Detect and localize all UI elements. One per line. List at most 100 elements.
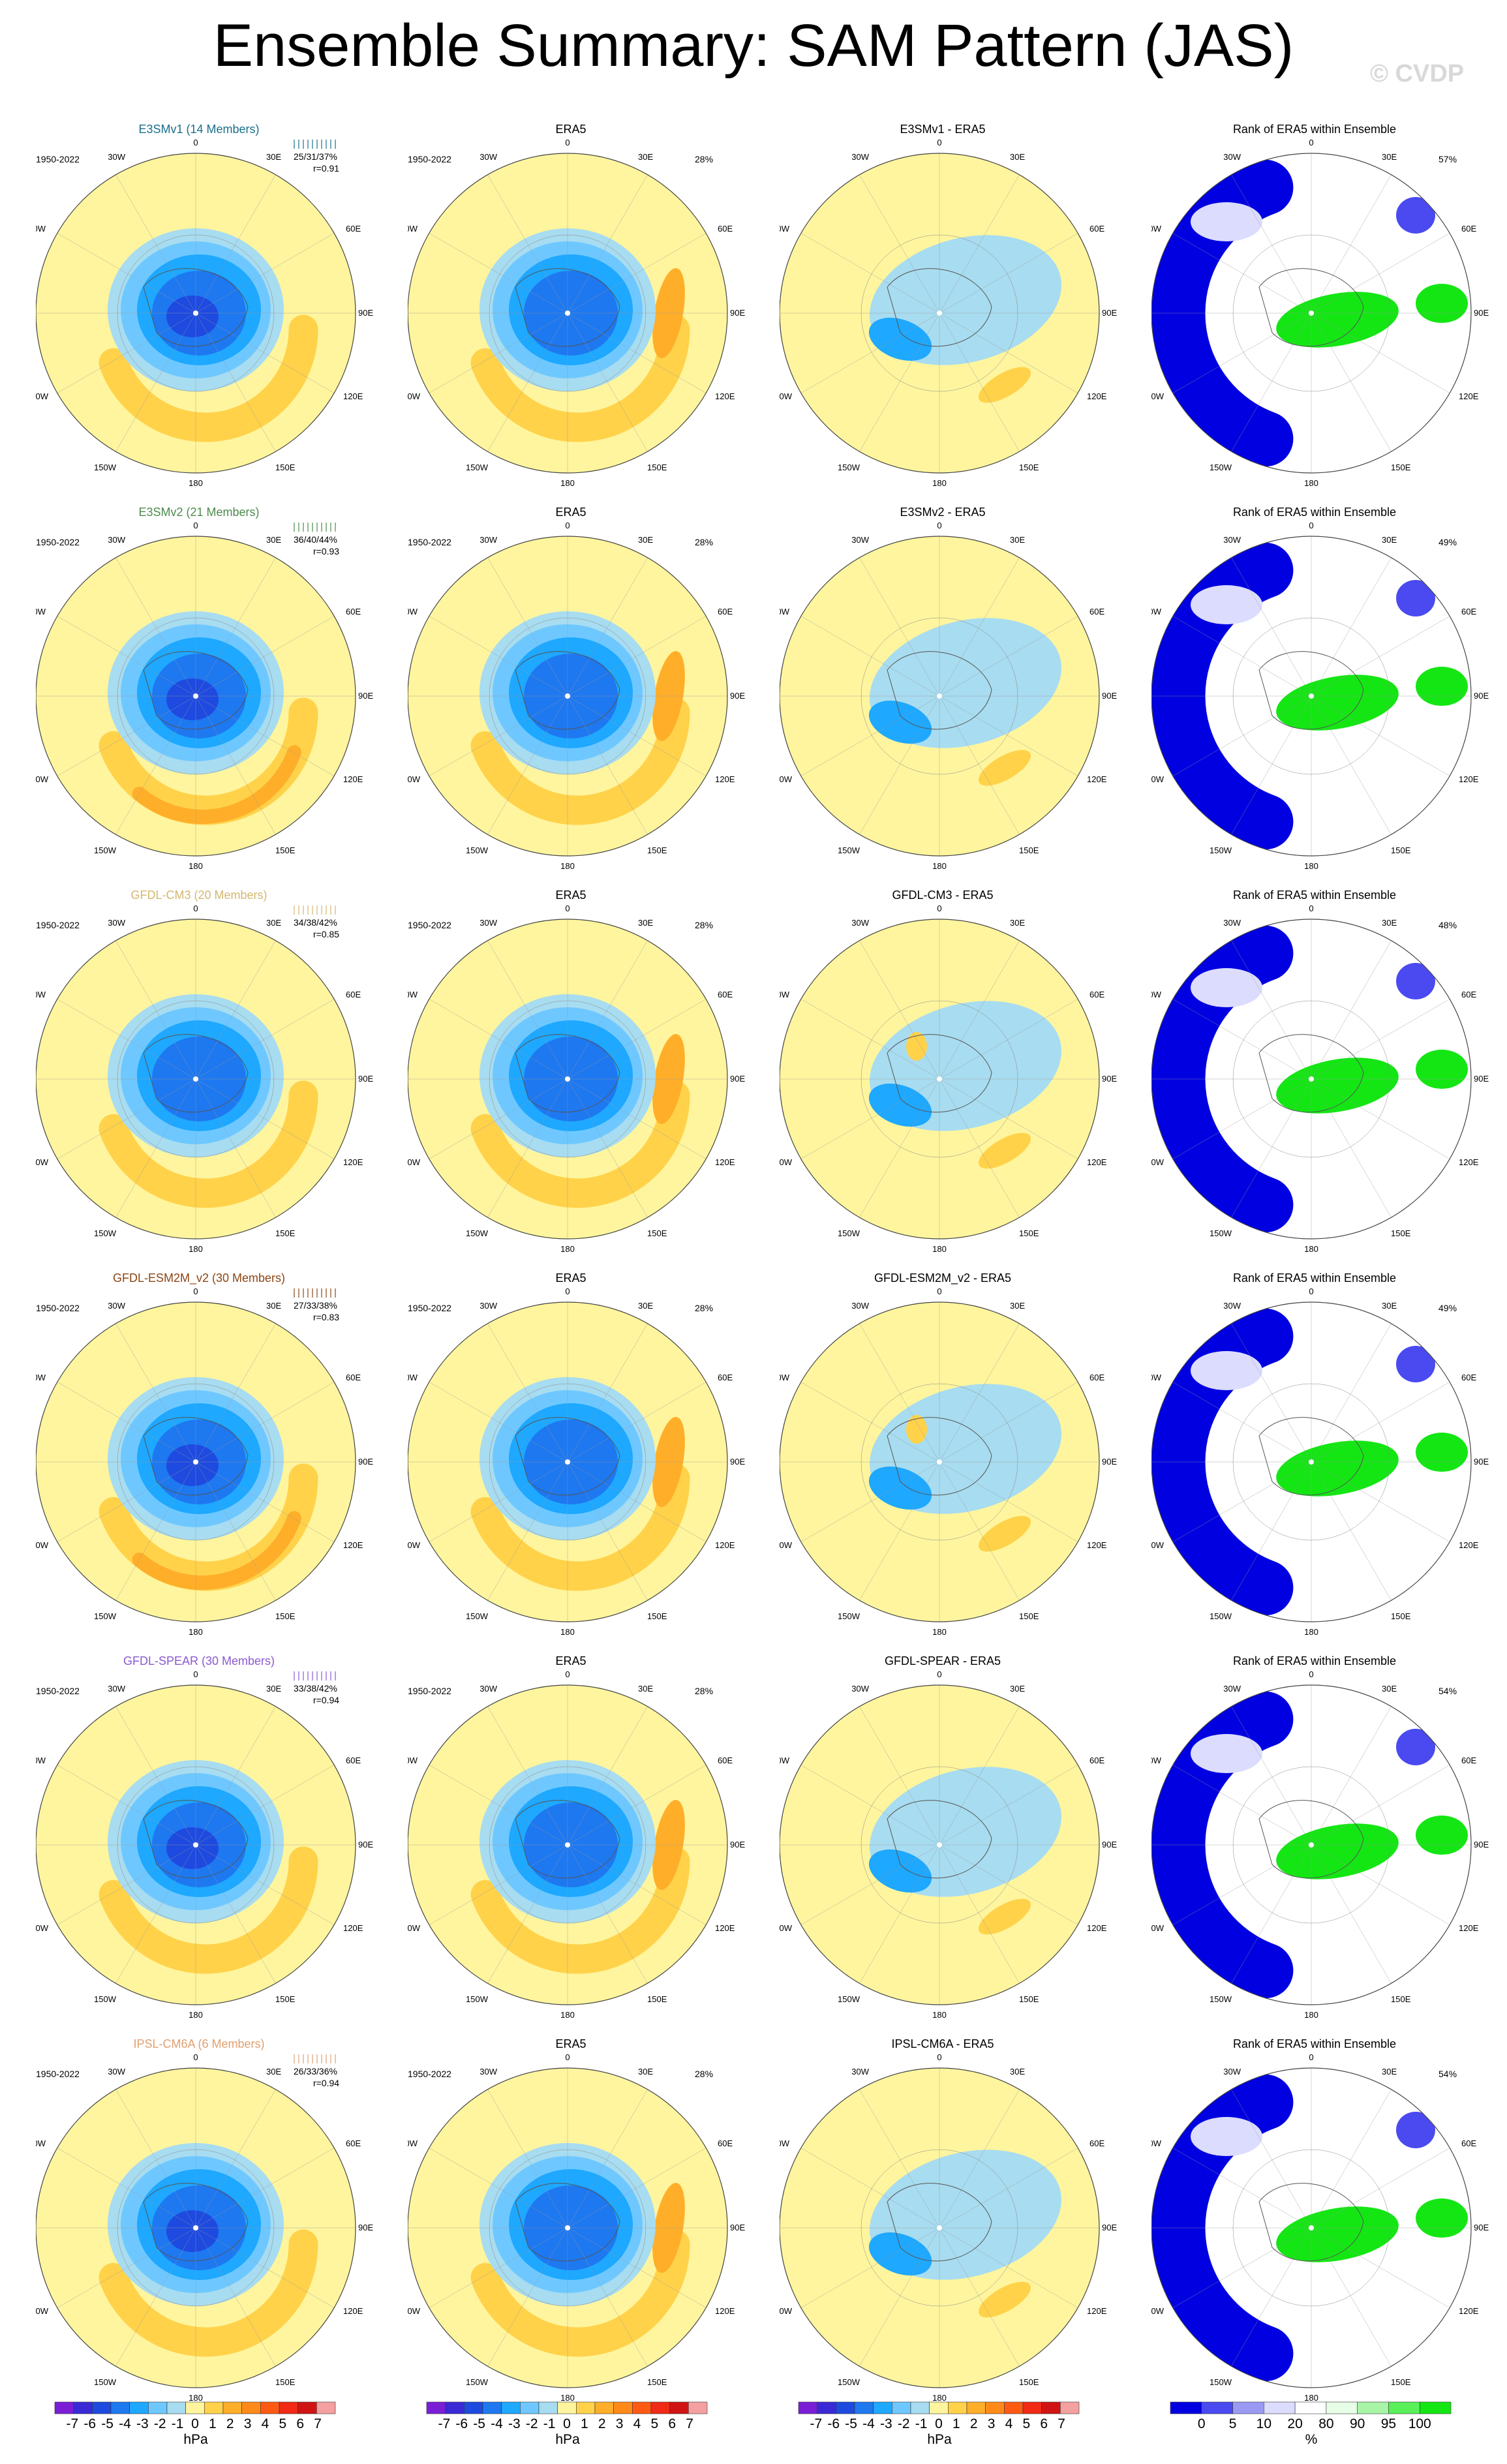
diff-map: 030E30W60E60W90E90W120E120W150E150W180 — [780, 521, 1117, 871]
meridian-line — [1311, 1078, 1450, 1159]
meridian-line — [195, 999, 335, 1080]
lon-label-150E: 150E — [647, 463, 667, 472]
meridian-line — [195, 1844, 335, 1925]
lon-label-60E: 60E — [1461, 2138, 1476, 2148]
panel-era5-row-6: ERA51950-202228%030E30W60E60W90E90W120E1… — [408, 2032, 747, 2411]
colorbar-swatch — [910, 2401, 930, 2414]
meridian-line — [1311, 1461, 1450, 1542]
period-label: 1950-2022 — [36, 1303, 80, 1313]
lon-label-30W: 30W — [1223, 535, 1241, 545]
map-border — [408, 536, 728, 857]
meridian-line — [939, 2227, 1020, 2367]
colorbar-tick-label: 1 — [581, 2416, 588, 2431]
antarctica-coastline — [143, 1800, 249, 1879]
lon-label-180: 180 — [932, 478, 947, 488]
colorbar-tick-label: 0 — [1198, 2416, 1206, 2431]
meridian-line — [939, 1323, 1020, 1463]
lon-label-0: 0 — [565, 521, 570, 530]
meridian-line — [195, 940, 276, 1080]
meridian-line — [859, 695, 940, 835]
lon-label-180: 180 — [1304, 1244, 1318, 1254]
rank-mid-region — [1396, 1729, 1435, 1765]
lon-label-60E: 60E — [1089, 607, 1104, 616]
meridian-line — [195, 1706, 276, 1846]
lon-label-60E: 60E — [346, 1756, 361, 1765]
meridian-line — [195, 1461, 276, 1601]
lon-label-150W: 150W — [1210, 1994, 1232, 2004]
lon-label-30W: 30W — [851, 1301, 869, 1311]
meridian-line — [859, 557, 940, 697]
era5-map: 030E30W60E60W90E90W120E120W150E150W180 — [408, 2052, 745, 2403]
panel-era5-row-4: ERA51950-202228%030E30W60E60W90E90W120E1… — [408, 1266, 747, 1645]
lon-label-0: 0 — [193, 2052, 198, 2062]
meridian-line — [115, 312, 196, 452]
meridian-line — [800, 1382, 940, 1463]
meridian-line — [859, 2227, 940, 2367]
colorbar-tick-label: -5 — [101, 2416, 114, 2431]
colorbar-tick-label: 10 — [1256, 2416, 1271, 2431]
colorbar-swatch — [1170, 2401, 1202, 2414]
rank-field — [1151, 536, 1471, 856]
lon-label-0: 0 — [937, 1669, 941, 1679]
south-pole-marker — [565, 311, 570, 316]
meridian-line — [939, 1844, 1020, 1984]
neg-contour-5 — [166, 296, 219, 337]
lon-label-180: 180 — [932, 1244, 947, 1254]
meridian-line — [1311, 1706, 1392, 1846]
colorbar-swatch — [929, 2401, 949, 2414]
meridian-line — [567, 557, 648, 697]
era5-percent: 28% — [695, 2069, 714, 2079]
lon-label-60E: 60E — [1089, 990, 1104, 999]
lon-label-0: 0 — [565, 2052, 570, 2062]
meridian-line — [567, 1706, 648, 1846]
lon-label-30W: 30W — [851, 2067, 869, 2076]
colorbar-tick-label: 2 — [226, 2416, 234, 2431]
pattern-stats: 27/33/38% — [294, 1300, 337, 1311]
lon-label-150E: 150E — [275, 845, 296, 855]
south-pole-marker — [1309, 1842, 1314, 1848]
meridian-line — [115, 1844, 196, 1984]
member-spread-ticks — [294, 905, 336, 915]
map-border — [1151, 919, 1472, 1240]
meridian-line — [567, 2148, 707, 2228]
rank-map: 030E30W60E60W90E90W120E120W150E150W180 — [1151, 1669, 1489, 2020]
colorbar-swatch — [279, 2401, 298, 2414]
rank-high-region — [1276, 1823, 1399, 1879]
lon-label-90E: 90E — [358, 1840, 373, 1849]
colorbar-tick-label: -6 — [84, 2416, 96, 2431]
lon-label-120W: 120W — [408, 1923, 421, 1933]
lon-label-120E: 120E — [715, 2306, 735, 2316]
diff-field — [780, 1685, 1099, 2005]
lon-label-180: 180 — [560, 861, 575, 871]
lon-label-150W: 150W — [94, 1611, 117, 1621]
meridian-line — [1172, 1844, 1312, 1925]
colorbar-swatch — [1419, 2401, 1452, 2414]
lon-label-120E: 120E — [715, 774, 735, 784]
colorbar-units: % — [1305, 2432, 1318, 2447]
diff-pos-region — [979, 2281, 1031, 2318]
lon-label-0: 0 — [193, 138, 198, 147]
lon-label-90E: 90E — [730, 1074, 745, 1084]
meridian-line — [939, 557, 1020, 697]
lon-label-90E: 90E — [730, 1840, 745, 1849]
meridian-line — [487, 174, 568, 314]
lon-label-120W: 120W — [1151, 774, 1164, 784]
diff-map: 030E30W60E60W90E90W120E120W150E150W180 — [780, 904, 1117, 1254]
diff-panel-title: IPSL-CM6A - ERA5 — [891, 2037, 994, 2050]
rank-high-region-2 — [1416, 667, 1468, 706]
lon-label-60W: 60W — [1151, 990, 1162, 999]
colorbar-tick-label: 4 — [633, 2416, 641, 2431]
meridian-line — [1231, 312, 1312, 452]
lon-label-150E: 150E — [1019, 1994, 1039, 2004]
period-label: 1950-2022 — [408, 1686, 451, 1696]
lon-label-0: 0 — [1309, 138, 1313, 147]
meridian-line — [1172, 1461, 1312, 1542]
model-field — [36, 2068, 356, 2388]
antarctica-coastline — [515, 651, 620, 730]
map-border — [780, 153, 1100, 474]
pattern-correlation: r=0.91 — [313, 163, 340, 174]
meridian-line — [487, 1461, 568, 1601]
diff-pos-region — [979, 750, 1031, 786]
model-panel-title: E3SMv1 (14 Members) — [138, 123, 260, 136]
meridian-line — [1311, 2148, 1450, 2228]
